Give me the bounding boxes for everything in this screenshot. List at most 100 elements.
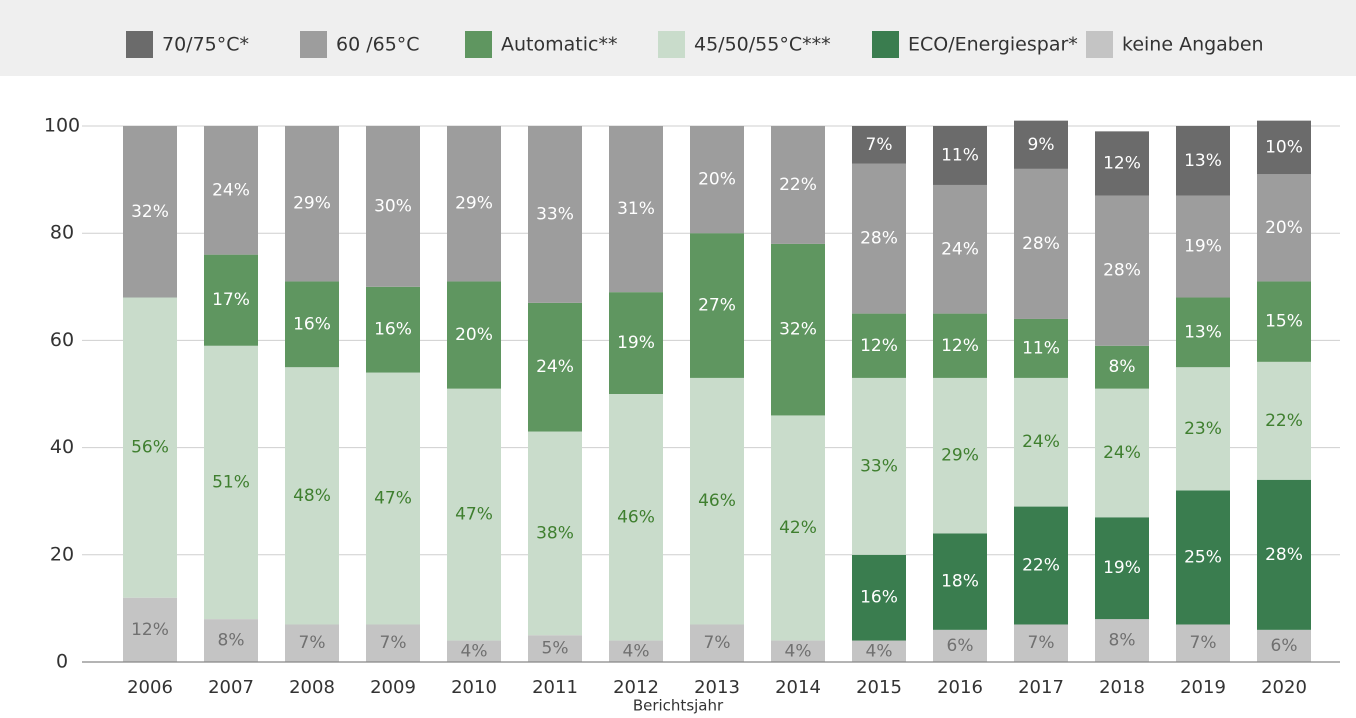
data-label: 28%	[860, 229, 898, 249]
bar-segment	[1176, 195, 1230, 298]
data-label: 4%	[623, 641, 650, 661]
x-tick-label: 2007	[208, 677, 254, 698]
bar-segment	[1095, 131, 1149, 196]
bar-segment	[933, 126, 987, 185]
bar-segment	[1095, 517, 1149, 620]
data-label: 30%	[374, 196, 412, 216]
data-label: 38%	[536, 523, 574, 543]
bar-segment	[690, 126, 744, 234]
data-label: 22%	[1265, 411, 1303, 431]
data-label: 10%	[1265, 137, 1303, 157]
data-label: 7%	[1028, 633, 1055, 653]
data-label: 33%	[860, 456, 898, 476]
bar-segment	[1257, 281, 1311, 362]
x-tick-label: 2011	[532, 677, 578, 698]
bar-segment	[1014, 168, 1068, 319]
bar-segment	[285, 624, 339, 662]
bar-segment	[447, 126, 501, 282]
data-label: 32%	[131, 202, 169, 222]
bar-segment	[366, 286, 420, 373]
bar-segment	[1014, 318, 1068, 378]
data-label: 7%	[1190, 633, 1217, 653]
bar-segment	[1014, 506, 1068, 625]
bar-segment	[1176, 297, 1230, 368]
data-label: 12%	[860, 336, 898, 356]
data-label: 19%	[1184, 237, 1222, 257]
bar-segment	[123, 297, 177, 598]
data-label: 27%	[698, 296, 736, 316]
bar-segment	[1095, 388, 1149, 518]
data-label: 25%	[1184, 547, 1222, 567]
data-label: 31%	[617, 199, 655, 219]
legend-swatch	[1086, 31, 1113, 58]
x-tick-label: 2012	[613, 677, 659, 698]
bar-segment	[933, 629, 987, 662]
x-tick-label: 2013	[694, 677, 740, 698]
bar-segment	[771, 126, 825, 244]
bar-segment	[447, 388, 501, 641]
x-tick-label: 2008	[289, 677, 335, 698]
data-label: 7%	[866, 135, 893, 155]
bar-segment	[852, 640, 906, 662]
data-label: 16%	[374, 320, 412, 340]
data-label: 56%	[131, 438, 169, 458]
bar-segment	[933, 377, 987, 534]
data-label: 46%	[698, 491, 736, 511]
bar-segment	[528, 302, 582, 432]
bar-segment	[285, 126, 339, 282]
bar-segment	[1257, 361, 1311, 480]
y-tick-label: 0	[56, 651, 68, 673]
data-label: 12%	[1103, 154, 1141, 174]
legend-swatch	[126, 31, 153, 58]
bar-segment	[771, 640, 825, 662]
bar-segment	[1014, 624, 1068, 662]
data-label: 24%	[941, 239, 979, 259]
x-tick-label: 2017	[1018, 677, 1064, 698]
data-label: 24%	[536, 357, 574, 377]
data-label: 28%	[1022, 234, 1060, 254]
data-label: 28%	[1265, 545, 1303, 565]
data-label: 48%	[293, 486, 331, 506]
data-label: 4%	[785, 641, 812, 661]
data-label: 12%	[941, 336, 979, 356]
legend-swatch	[658, 31, 685, 58]
data-label: 29%	[455, 194, 493, 214]
data-label: 13%	[1184, 151, 1222, 171]
bar-segment	[366, 624, 420, 662]
y-tick-label: 100	[44, 115, 80, 137]
bar-segment	[690, 377, 744, 625]
bar-segment	[852, 163, 906, 314]
bar-segment	[852, 554, 906, 641]
bar-segment	[366, 126, 420, 287]
data-label: 20%	[455, 325, 493, 345]
data-label: 20%	[698, 170, 736, 190]
bar-segment	[123, 126, 177, 298]
bar-segment	[690, 233, 744, 378]
bar-segment	[204, 619, 258, 662]
data-label: 11%	[1022, 338, 1060, 358]
y-tick-label: 20	[50, 543, 74, 565]
data-label: 51%	[212, 472, 250, 492]
x-axis-label: Berichtsjahr	[633, 697, 724, 715]
data-label: 47%	[374, 489, 412, 509]
legend-label: 45/50/55°C***	[694, 34, 831, 56]
x-tick-label: 2020	[1261, 677, 1307, 698]
bar-segment	[204, 126, 258, 255]
bar-segment	[1014, 377, 1068, 507]
legend-swatch	[465, 31, 492, 58]
bar-segment	[447, 640, 501, 662]
bar-segment	[609, 640, 663, 662]
data-label: 8%	[218, 631, 245, 651]
data-label: 19%	[617, 333, 655, 353]
legend-label: keine Angaben	[1122, 34, 1264, 56]
x-tick-label: 2010	[451, 677, 497, 698]
data-label: 6%	[947, 636, 974, 656]
bar-segment	[771, 415, 825, 641]
bar-segment	[852, 377, 906, 555]
legend-swatch	[872, 31, 899, 58]
bar-segment	[1014, 120, 1068, 169]
data-label: 24%	[1022, 432, 1060, 452]
legend-label: 70/75°C*	[162, 34, 249, 56]
legend-label: Automatic**	[501, 34, 617, 56]
bar-segment	[204, 254, 258, 346]
